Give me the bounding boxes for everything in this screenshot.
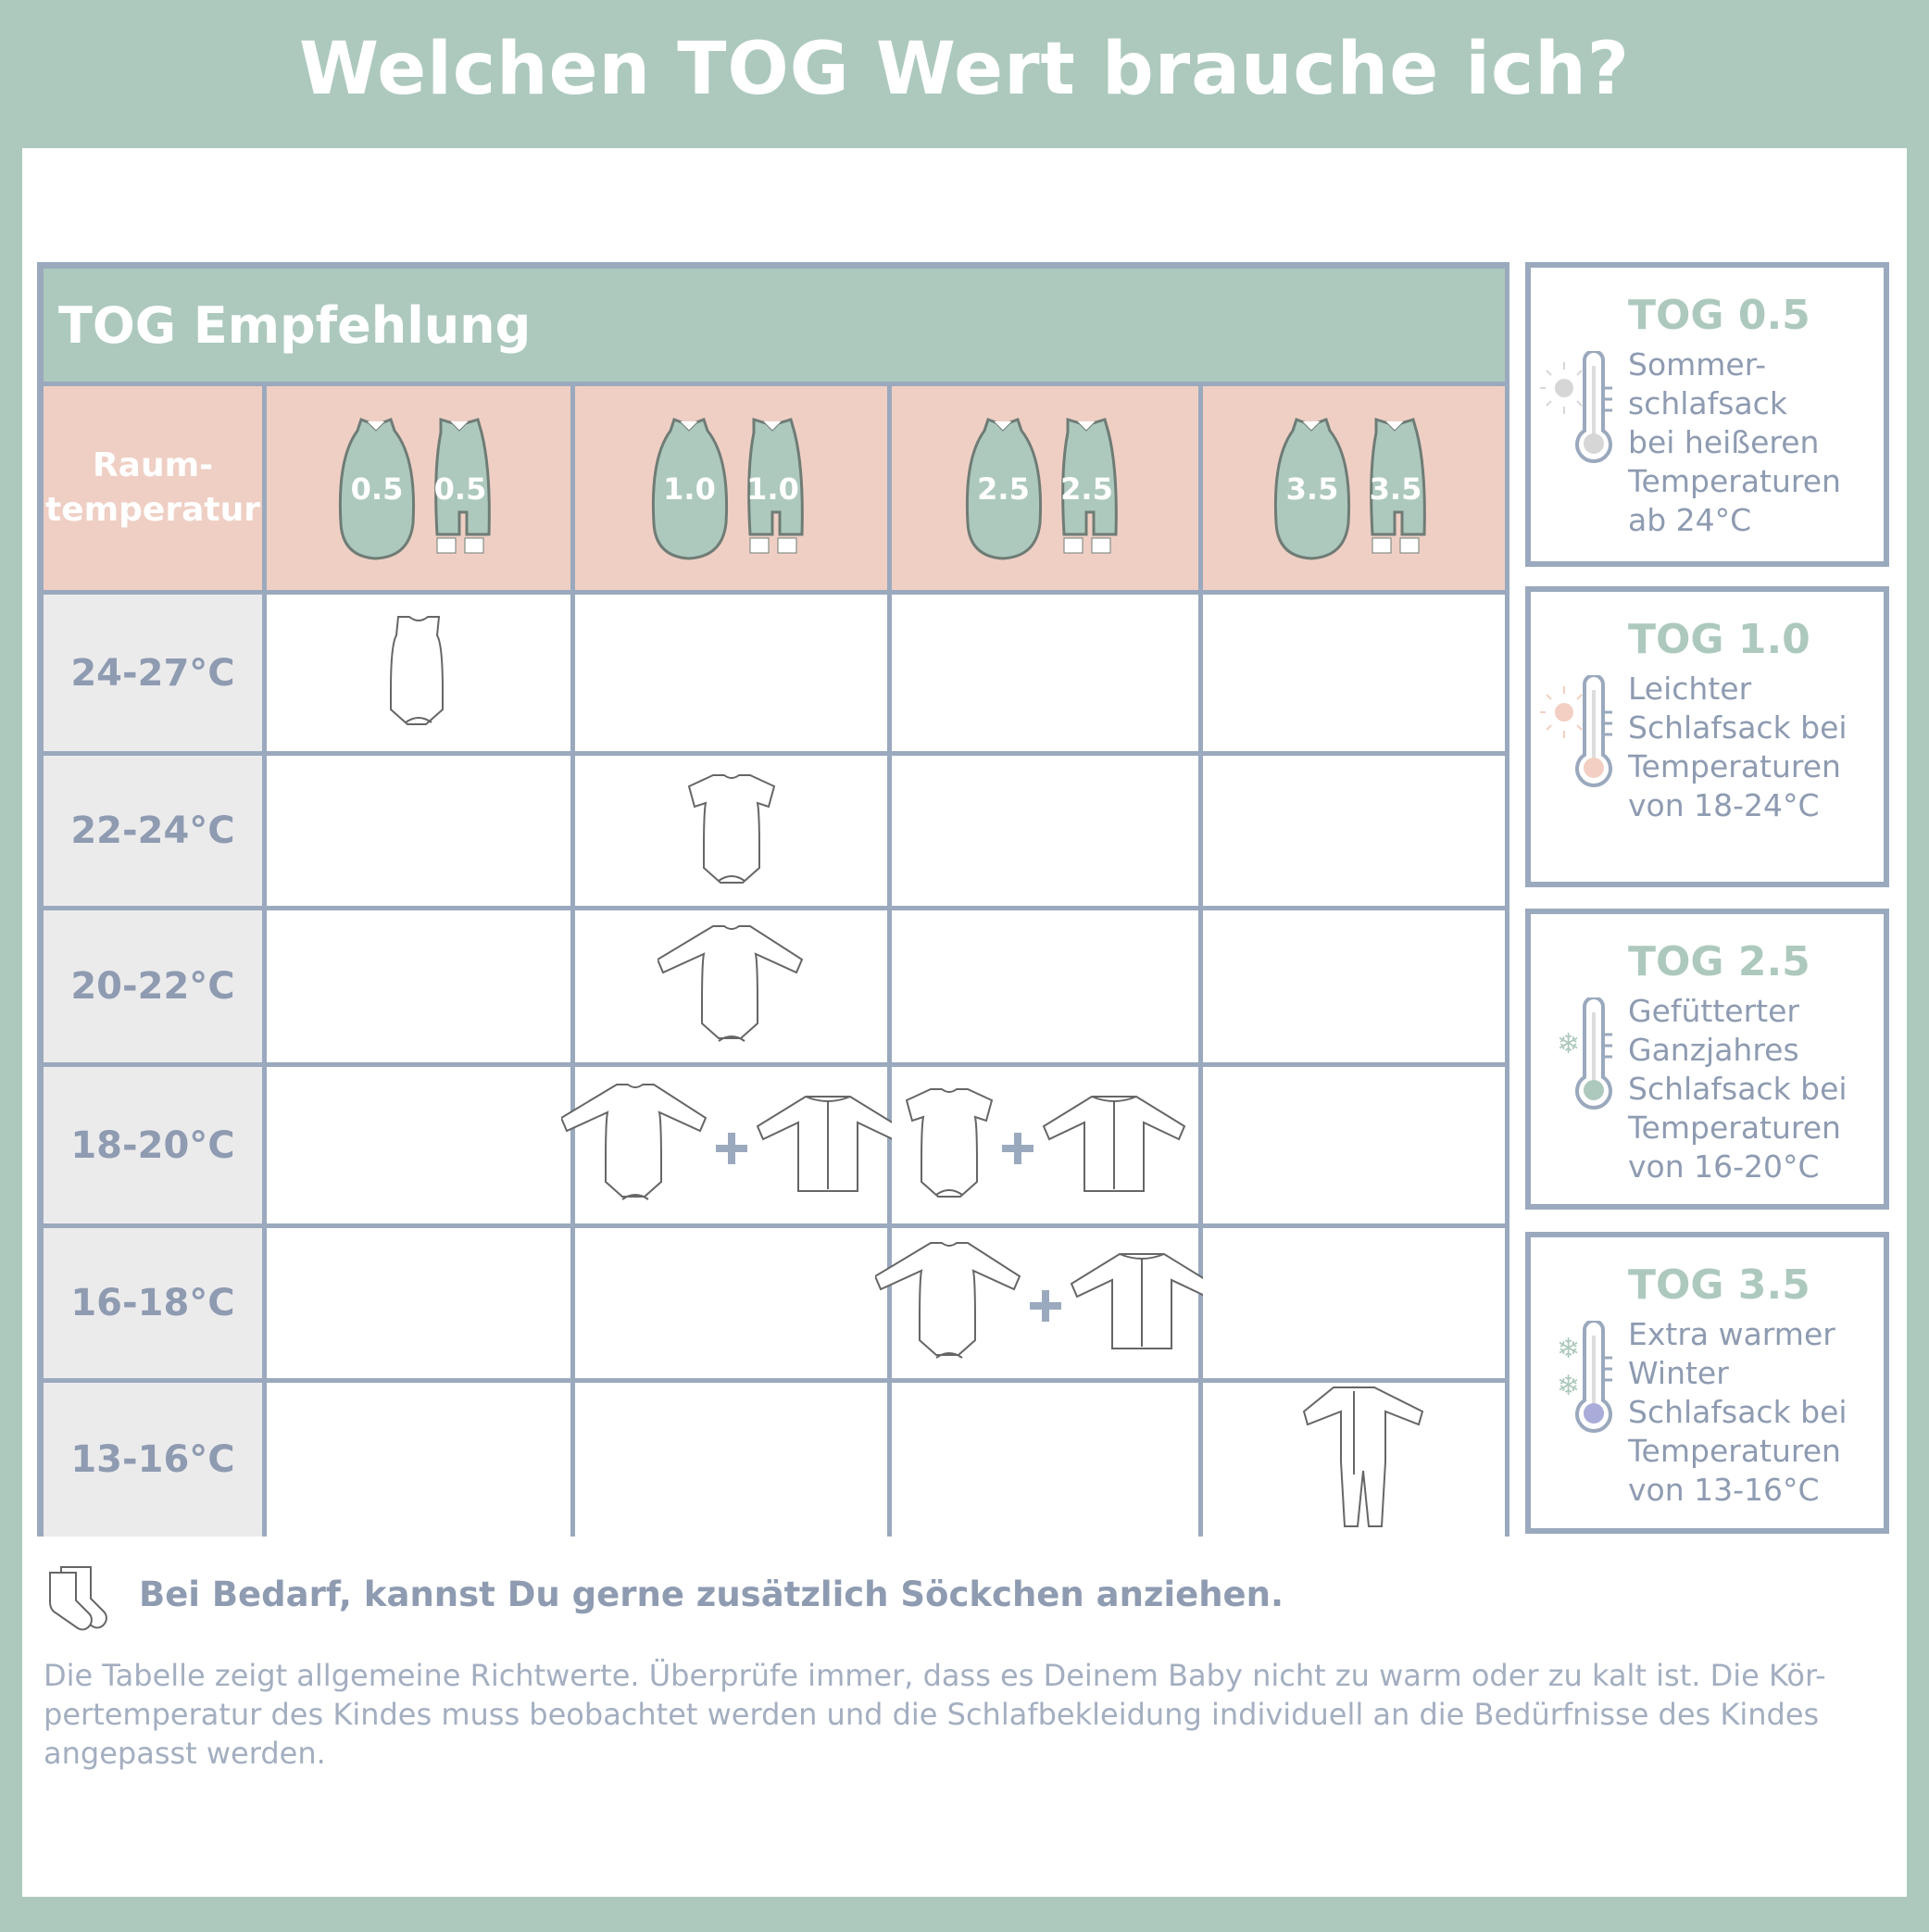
row-label-temperature: 18-20°C [44,1067,262,1223]
table-cell [267,1228,570,1378]
row-label-temperature: 22-24°C [44,756,262,906]
tog-value: 3.5 [1285,471,1339,507]
corner-header: Raum-temperatur [44,386,262,590]
row-label-temperature: 24-27°C [44,595,262,751]
legend-box-tog: TOG 0.5 Sommer- schlafsack bei heißeren … [1525,262,1889,567]
thermometer-icon: ❄❄ [1557,1321,1612,1433]
thermometer-icon [1540,675,1612,787]
svg-text:❄: ❄ [1557,1028,1580,1060]
long-sleeve-bodysuit-icon [873,1239,1023,1368]
socks-icon [49,1566,107,1631]
thermometer-icon [1540,351,1612,463]
short-sleeve-bodysuit-icon [903,1085,996,1205]
table-cell [892,1383,1198,1537]
table-cell [873,1228,1213,1378]
table-cell [1203,910,1505,1062]
legend-title: TOG 3.5 [1628,1261,1810,1309]
row-label-temperature: 16-18°C [44,1228,262,1378]
legend-description: Sommer- schlafsack bei heißeren Temperat… [1628,346,1841,538]
svg-text:❄: ❄ [1557,1370,1580,1402]
legend-title: TOG 0.5 [1628,292,1810,339]
tog-value: 2.5 [977,471,1030,507]
table-cell [892,595,1198,751]
page-title: Welchen TOG Wert brauche ich? [298,28,1631,111]
sleepsuit-icon [1280,1384,1428,1536]
tog-value: 3.5 [1369,471,1422,507]
sleeping-bag-icon: 0.5 [335,414,419,562]
table-cell [892,910,1198,1062]
legend-description: Extra warmer Winter Schlafsack bei Tempe… [1628,1316,1848,1508]
legend-title: TOG 1.0 [1628,616,1810,663]
tog-value: 1.0 [663,471,716,507]
table-cell [892,756,1198,906]
plus-icon [1027,1264,1064,1342]
thermometer-icon: ❄ [1557,997,1612,1110]
row-label-temperature: 20-22°C [44,910,262,1062]
table-cell [892,1067,1198,1223]
tog-value: 2.5 [1060,471,1113,507]
table-cell [267,1067,570,1223]
legend-box-tog: ❄ ❄ TOG 3.5 Extra warmer Winter Schlafsac… [1525,1232,1889,1534]
tog-table: TOG Empfehlung Raum-temperatur 0.5 0.5 1.0 1.… [37,262,1509,1537]
sleeping-bag-icon: 1.0 [648,414,732,562]
short-sleeve-bodysuit-icon [685,772,778,891]
long-sleeve-bodysuit-icon [559,1081,709,1210]
corner-line: temperatur [45,491,260,529]
long-sleeve-bodysuit-icon [656,922,806,1051]
legend-title: TOG 2.5 [1628,938,1810,985]
sleeping-bag-icon: 3.5 [1271,414,1354,562]
jacket-icon [1068,1250,1216,1356]
socks-note: Bei Bedarf, kannst Du gerne zusätzlich S… [139,1574,1284,1614]
sleeping-bag-icon: 2.5 [962,414,1046,562]
disclaimer: Die Tabelle zeigt allgemeine Richtwerte.… [44,1658,1826,1771]
table-cell [1203,595,1505,751]
corner-line: Raum- [92,446,214,484]
column-header-tog-1.0: 1.0 1.0 [575,386,887,590]
sleeveless-bodysuit-icon [382,613,456,733]
table-cell [267,756,570,906]
tog-value: 1.0 [746,471,799,507]
table-cell [1203,1383,1505,1537]
table-cell [267,1383,570,1537]
table-cell [575,756,887,906]
legend-box-tog: ❄ TOG 2.5 Gefütterter Ganzjahres Schlafs… [1525,909,1889,1210]
sleeping-suit-with-legs-icon: 3.5 [1354,414,1437,562]
sleeping-suit-with-legs-icon: 2.5 [1046,414,1129,562]
sleeping-suit-with-legs-icon: 1.0 [732,414,815,562]
jacket-icon [1040,1093,1188,1198]
table-heading: TOG Empfehlung [44,269,1505,382]
column-header-tog-2.5: 2.5 2.5 [892,386,1198,590]
table-cell [1203,1228,1505,1378]
column-header-tog-3.5: 3.5 3.5 [1203,386,1505,590]
table-cell [559,1067,899,1223]
table-cell [1203,756,1505,906]
table-cell [575,595,887,751]
table-cell [1203,1067,1505,1223]
table-cell [575,910,887,1062]
table-cell [575,1228,887,1378]
column-header-tog-0.5: 0.5 0.5 [267,386,570,590]
table-cell [267,595,570,751]
tog-value: 0.5 [350,471,404,507]
svg-text:❄: ❄ [1557,1333,1580,1365]
legend-description: Gefütterter Ganzjahres Schlafsack bei Te… [1628,993,1848,1185]
sleeping-suit-with-legs-icon: 0.5 [419,414,502,562]
tog-value: 0.5 [433,471,487,507]
legend-box-tog: TOG 1.0 Leichter Schlafsack bei Temperat… [1525,586,1889,887]
table-cell [267,910,570,1062]
table-cell [575,1383,887,1537]
legend-description: Leichter Schlafsack bei Temperaturen von… [1628,671,1848,823]
row-label-temperature: 13-16°C [44,1383,262,1537]
plus-icon [999,1107,1036,1185]
jacket-icon [754,1093,902,1198]
plus-icon [713,1107,750,1185]
